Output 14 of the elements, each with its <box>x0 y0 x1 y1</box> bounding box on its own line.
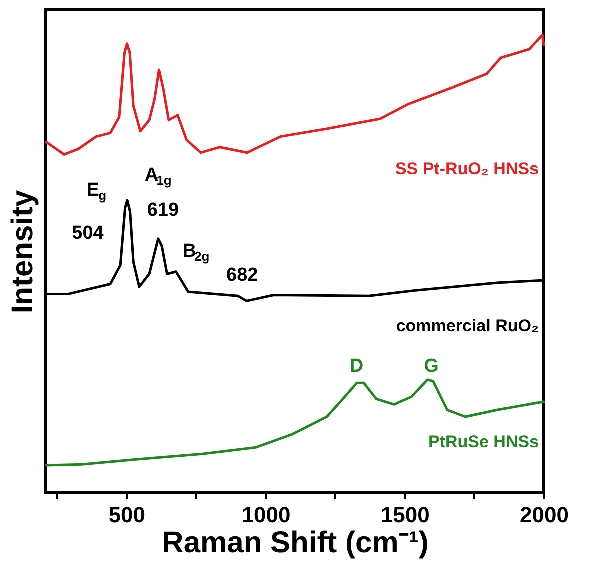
annotation: 504 <box>72 223 104 244</box>
annotation: 682 <box>226 265 258 286</box>
y-axis-title: Intensity <box>6 190 40 314</box>
x-tick-label: 1000 <box>242 502 291 528</box>
annotation: D <box>350 356 364 377</box>
annotation: 619 <box>147 200 180 221</box>
x-tick-label: 1500 <box>380 502 430 528</box>
x-tick-label: 2000 <box>520 502 569 528</box>
annotation: G <box>424 356 439 377</box>
x-axis-title: Raman Shift (cm⁻¹) <box>162 526 429 560</box>
series-label: commercial RuO₂ <box>396 316 540 336</box>
series-label: PtRuSe HNSs <box>428 432 540 452</box>
x-tick-label: 500 <box>108 502 146 528</box>
text: SS Pt-RuO₂ HNSs <box>395 159 540 178</box>
